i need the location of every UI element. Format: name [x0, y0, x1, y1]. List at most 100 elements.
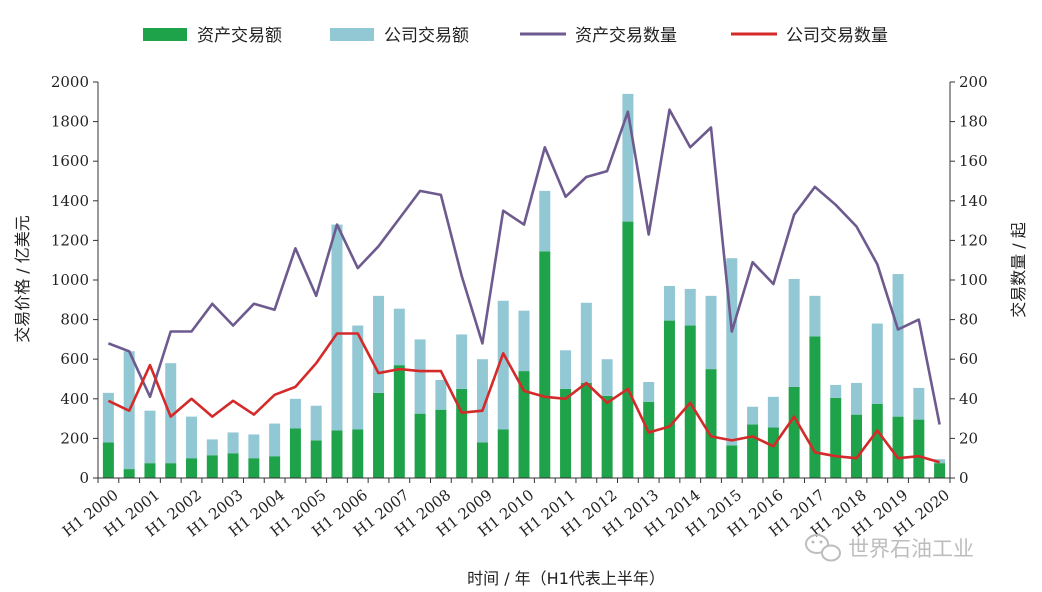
bar-asset-value-5	[206, 455, 218, 478]
bar-asset-value-6	[227, 453, 239, 478]
y-left-tick-label-5: 1000	[51, 271, 89, 289]
bar-company-value-17	[456, 334, 468, 389]
bar-company-value-10	[310, 405, 322, 441]
bar-asset-value-1	[123, 469, 135, 478]
bar-company-value-2	[144, 410, 156, 464]
legend-label-asset-value: 资产交易额	[197, 26, 282, 46]
bar-company-value-34	[809, 295, 821, 337]
bar-company-value-11	[331, 224, 343, 431]
bar-company-value-18	[476, 359, 488, 443]
bar-company-value-31	[747, 406, 759, 425]
bar-asset-value-36	[850, 414, 862, 478]
bar-asset-value-3	[165, 463, 177, 478]
line-company-count	[107, 332, 940, 464]
bar-asset-value-29	[705, 369, 717, 478]
plot-area: 0 200 400 600 800 1000 1200 1400 1600 1800 2000 0 20…	[51, 73, 988, 540]
y-axis-right-title: 交易数量 / 起	[1009, 222, 1028, 318]
bar-company-value-24	[601, 359, 613, 396]
bar-company-value-21	[539, 190, 551, 252]
bar-asset-value-7	[248, 458, 260, 478]
bar-asset-value-34	[809, 336, 821, 478]
bar-company-value-36	[850, 382, 862, 415]
bar-asset-value-24	[601, 395, 613, 478]
bar-asset-value-8	[269, 456, 281, 478]
bar-asset-value-18	[476, 442, 488, 478]
bar-company-value-20	[518, 310, 530, 372]
bar-asset-value-30	[726, 445, 738, 478]
line-asset-count	[107, 108, 941, 425]
bar-company-value-6	[227, 432, 239, 454]
bar-company-value-38	[892, 274, 904, 417]
y-right-tick-label-6: 120	[959, 231, 988, 249]
bar-asset-value-0	[102, 442, 114, 478]
bar-asset-value-19	[497, 429, 509, 478]
bar-company-value-16	[435, 379, 447, 410]
y-right-tick-label-7: 140	[959, 192, 988, 210]
watermark-text: 世界石油工业	[848, 537, 974, 561]
y-right-tick-label-8: 160	[959, 152, 988, 170]
bar-company-value-14	[393, 308, 405, 366]
y-left-tick-label-0: 0	[79, 469, 89, 487]
legend-label-company-value: 公司交易额	[384, 26, 469, 46]
bar-company-value-30	[726, 258, 738, 446]
bar-company-value-12	[352, 325, 364, 430]
bar-asset-value-11	[331, 430, 343, 478]
bar-company-value-15	[414, 339, 426, 414]
bar-asset-value-4	[186, 458, 198, 478]
y-left-tick-label-3: 600	[60, 350, 89, 368]
bar-asset-value-23	[580, 382, 592, 478]
watermark: 世界石油工业	[805, 534, 974, 562]
bar-asset-value-15	[414, 413, 426, 478]
y-right-tick-label-2: 40	[959, 390, 978, 408]
y-left-tick-label-6: 1200	[51, 231, 89, 249]
bar-asset-value-35	[830, 397, 842, 478]
bar-asset-value-22	[560, 388, 572, 478]
bar-asset-value-26	[643, 401, 655, 478]
bar-company-value-39	[913, 387, 925, 420]
legend: 资产交易额 公司交易额 资产交易数量 公司交易数量	[143, 26, 888, 46]
bar-asset-value-37	[871, 403, 883, 478]
bar-company-value-9	[289, 398, 301, 429]
y-right-tick-label-1: 20	[959, 429, 978, 447]
bar-company-value-22	[560, 350, 572, 389]
bar-company-value-3	[165, 363, 177, 464]
bar-company-value-4	[186, 416, 198, 459]
bar-company-value-5	[206, 439, 218, 456]
bar-company-value-37	[871, 323, 883, 404]
bar-asset-value-16	[435, 409, 447, 478]
bar-company-value-28	[684, 288, 696, 326]
bar-company-value-35	[830, 384, 842, 398]
bar-company-value-8	[269, 423, 281, 457]
y-left-tick-label-2: 400	[60, 390, 89, 408]
bar-asset-value-27	[663, 320, 675, 478]
bar-asset-value-25	[622, 221, 634, 478]
bar-asset-value-13	[373, 392, 385, 478]
bar-asset-value-40	[934, 463, 946, 478]
bar-company-value-27	[663, 285, 675, 321]
y-left-tick-label-7: 1400	[51, 192, 89, 210]
wechat-icon	[805, 534, 841, 562]
bar-asset-value-2	[144, 463, 156, 478]
bar-company-value-13	[373, 295, 385, 393]
bar-asset-value-32	[767, 427, 779, 478]
bar-company-value-26	[643, 381, 655, 402]
y-right-tick-label-5: 100	[959, 271, 988, 289]
bar-asset-value-14	[393, 365, 405, 478]
bar-asset-value-39	[913, 419, 925, 478]
y-left-tick-label-4: 800	[60, 311, 89, 329]
legend-swatch-company-value	[330, 28, 374, 41]
bar-asset-value-31	[747, 424, 759, 478]
y-right-tick-label-4: 80	[959, 311, 978, 329]
y-right-tick-label-10: 200	[959, 73, 988, 91]
x-axis-title: 时间 / 年（H1代表上半年）	[467, 569, 665, 588]
bar-asset-value-9	[289, 428, 301, 478]
bar-asset-value-10	[310, 440, 322, 478]
bar-company-value-33	[788, 279, 800, 387]
bar-asset-value-12	[352, 429, 364, 478]
bar-asset-value-21	[539, 251, 551, 478]
bar-asset-value-17	[456, 388, 468, 478]
bar-company-value-7	[248, 434, 260, 459]
y-left-tick-label-10: 2000	[51, 73, 89, 91]
y-right-tick-label-9: 180	[959, 113, 988, 131]
